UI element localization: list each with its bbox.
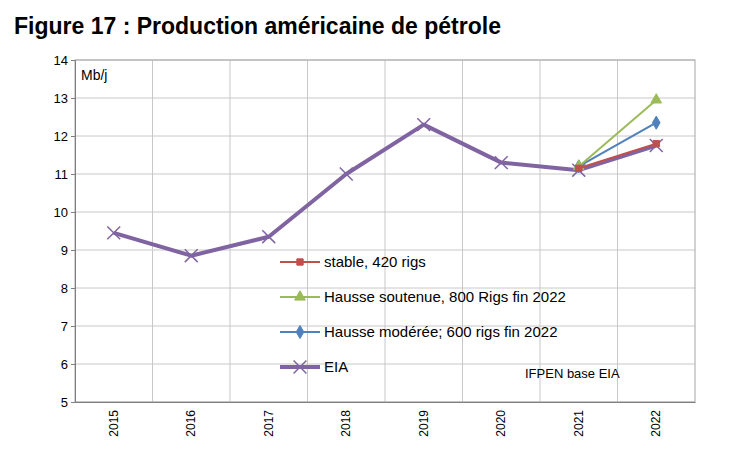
- y-tick-label: 5: [61, 395, 68, 410]
- x-tick: 2017: [262, 402, 276, 437]
- y-tick-mark: [71, 326, 75, 327]
- chart: Figure 17 : Production américaine de pét…: [0, 0, 729, 466]
- x-tick: 2015: [107, 402, 121, 437]
- y-tick-mark: [71, 98, 75, 99]
- y-tick-label: 9: [61, 243, 68, 258]
- y-tick: 6: [61, 357, 75, 372]
- x-tick: 2021: [572, 402, 586, 437]
- plot-marks: [107, 94, 662, 262]
- x-tick-label: 2020: [494, 410, 508, 437]
- y-tick-label: 14: [54, 53, 68, 68]
- y-tick: 12: [54, 129, 75, 144]
- y-tick: 8: [61, 281, 75, 296]
- y-tick-label: 8: [61, 281, 68, 296]
- y-label: Mb/j: [81, 67, 107, 83]
- series-marker: [417, 118, 430, 131]
- series-line: [579, 144, 657, 169]
- title: Figure 17 : Production américaine de pét…: [14, 13, 501, 39]
- series-line: [579, 123, 657, 167]
- y-tick-label: 11: [55, 167, 69, 182]
- grid-line-x: [230, 60, 231, 402]
- x-tick-label: 2018: [339, 410, 353, 437]
- x-tick-label: 2021: [572, 410, 586, 437]
- series-marker: [653, 140, 659, 146]
- y-axis-line: [71, 61, 76, 403]
- legend-label: Hausse soutenue, 800 Rigs fin 2022: [324, 288, 566, 305]
- legend-label: Hausse modérée; 600 rigs fin 2022: [324, 323, 557, 340]
- grid-line-x: [152, 60, 153, 402]
- annotation: IFPEN base EIA: [525, 366, 620, 381]
- x-tick: 2020: [494, 402, 508, 437]
- y-tick: 14: [54, 53, 75, 68]
- grid: [75, 60, 695, 402]
- legend-marker: [294, 361, 307, 374]
- y-tick-mark: [71, 250, 75, 251]
- legend-marker: [295, 291, 306, 300]
- y-tick: 9: [61, 243, 75, 258]
- x-tick-label: 2022: [649, 410, 663, 437]
- y-tick-label: 13: [54, 91, 68, 106]
- y-tick-mark: [71, 212, 75, 213]
- y-tick-label: 6: [61, 357, 68, 372]
- y-tick-label: 7: [61, 319, 68, 334]
- y-tick-mark: [71, 402, 75, 403]
- x-tick-label: 2019: [417, 410, 431, 437]
- legend-marker: [296, 325, 304, 338]
- y-tick: 13: [54, 91, 75, 106]
- x-tick: 2016: [184, 402, 198, 437]
- y-tick-label: 10: [54, 205, 68, 220]
- grid-line-x: [617, 60, 618, 402]
- series-marker: [651, 94, 662, 103]
- y-tick-mark: [71, 174, 75, 175]
- y-tick: 5: [61, 395, 75, 410]
- grid-line-x: [307, 60, 308, 402]
- y-tick-mark: [71, 60, 75, 61]
- series-marker: [652, 116, 660, 129]
- grid-line-x: [540, 60, 541, 402]
- x-tick: 2018: [339, 402, 353, 437]
- x-tick-label: 2017: [262, 410, 276, 437]
- legend-label: stable, 420 rigs: [324, 253, 426, 270]
- grid-line-x: [385, 60, 386, 402]
- series-marker: [576, 165, 582, 171]
- y-tick: 10: [54, 205, 75, 220]
- series-marker: [340, 168, 353, 181]
- y-tick-label: 12: [54, 129, 68, 144]
- x-tick: 2022: [649, 402, 663, 437]
- grid-line-x: [462, 60, 463, 402]
- legend-label: EIA: [324, 358, 348, 375]
- x-tick-label: 2015: [107, 410, 121, 437]
- series-line: [114, 125, 657, 256]
- series-marker: [495, 156, 508, 169]
- y-tick-mark: [71, 364, 75, 365]
- x-axis: 2015 2016 2017 2018 2019 2020 2021 2022: [76, 402, 696, 437]
- series-marker: [185, 249, 198, 262]
- x-axis-line: [76, 402, 696, 403]
- legend-marker: [297, 259, 303, 265]
- y-tick: 7: [61, 319, 75, 334]
- y-tick-mark: [71, 288, 75, 289]
- x-tick: 2019: [417, 402, 431, 437]
- series-marker: [107, 226, 120, 239]
- x-tick-label: 2016: [184, 410, 198, 437]
- y-axis: 5 6 7 8 9 10 11 12 13 14: [54, 53, 76, 410]
- legend: stable, 420 rigs Hausse soutenue, 800 Rig…: [280, 253, 566, 375]
- y-tick: 11: [55, 167, 76, 182]
- plot-frame: [75, 60, 695, 402]
- series-marker: [262, 230, 275, 243]
- series-marker: [572, 164, 585, 177]
- y-tick-mark: [71, 136, 75, 137]
